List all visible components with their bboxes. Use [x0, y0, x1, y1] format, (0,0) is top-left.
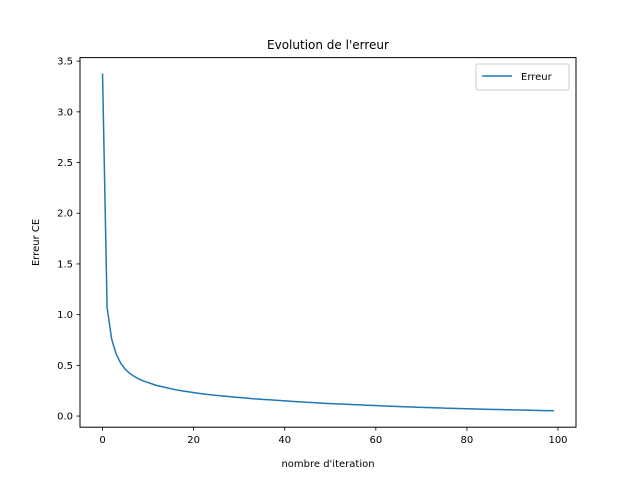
x-tick-label: 80 — [461, 435, 474, 446]
y-tick-label: 1.0 — [57, 310, 73, 321]
chart-title: Evolution de l'erreur — [267, 38, 389, 52]
x-tick-label: 20 — [187, 435, 200, 446]
x-axis-label: nombre d'iteration — [281, 459, 374, 470]
x-tick-label: 0 — [99, 435, 105, 446]
y-tick-label: 0.5 — [57, 361, 73, 372]
y-axis-label: Erreur CE — [31, 219, 42, 266]
legend-box — [475, 63, 570, 91]
y-tick-label: 1.5 — [57, 259, 73, 270]
legend: Erreur — [475, 63, 570, 91]
series-line-0 — [101, 73, 555, 412]
x-tick-label: 40 — [278, 435, 291, 446]
x-tick-label: 60 — [369, 435, 382, 446]
y-tick-label: 3.0 — [57, 107, 73, 118]
x-tick-label: 100 — [548, 435, 567, 446]
plot-frame — [79, 57, 577, 428]
legend-label: Erreur — [521, 72, 553, 83]
y-tick-label: 3.5 — [57, 57, 73, 68]
y-tick-label: 0.0 — [57, 412, 73, 423]
y-tick-label: 2.0 — [57, 209, 73, 220]
y-tick-label: 2.5 — [57, 158, 73, 169]
